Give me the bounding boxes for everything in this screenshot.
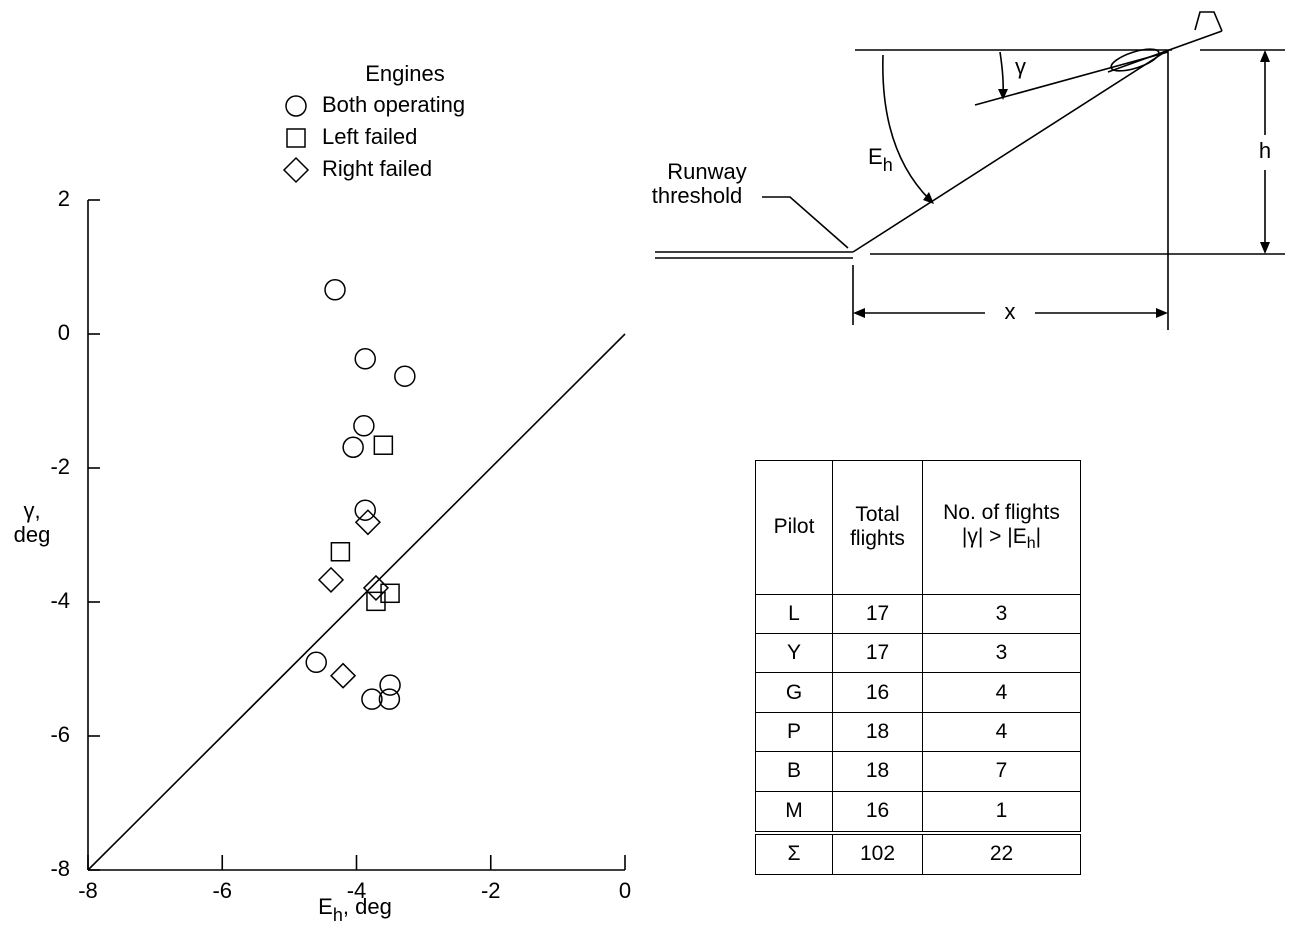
approach-diagram: γ Eh h x Runway threshold bbox=[652, 12, 1285, 330]
circle-marker bbox=[343, 437, 363, 457]
table-cell: 17 bbox=[833, 594, 923, 633]
x-label-main: E bbox=[318, 894, 333, 919]
pilot-table: Pilot Totalflights No. of flights|γ| > |… bbox=[755, 460, 1081, 875]
square-marker bbox=[331, 543, 349, 561]
y-tick-label: -8 bbox=[50, 856, 70, 881]
x-tick-label: -2 bbox=[481, 878, 501, 903]
runway-label: Runway bbox=[667, 159, 746, 184]
sight-line bbox=[853, 50, 1168, 252]
circle-marker bbox=[354, 416, 374, 436]
y-tick-label: -6 bbox=[50, 722, 70, 747]
header-text: | bbox=[1036, 525, 1041, 548]
header-text: flights bbox=[850, 527, 905, 550]
h-label: h bbox=[1259, 138, 1271, 163]
y-tick-label: 0 bbox=[58, 320, 70, 345]
runway-label: threshold bbox=[652, 183, 743, 208]
x-label: x bbox=[1005, 299, 1016, 324]
table-cell: 3 bbox=[923, 594, 1081, 633]
circle-marker bbox=[286, 96, 306, 116]
x-tick-label: -4 bbox=[347, 878, 367, 903]
y-tick-label: -2 bbox=[50, 454, 70, 479]
table-cell: 16 bbox=[833, 791, 923, 833]
header-cell: Pilot bbox=[756, 461, 833, 595]
reference-line bbox=[88, 334, 625, 870]
leader-line bbox=[762, 197, 848, 248]
legend-label: Both operating bbox=[322, 92, 465, 117]
legend-label: Right failed bbox=[322, 156, 432, 181]
table-cell: 7 bbox=[923, 752, 1081, 791]
square-marker bbox=[287, 129, 305, 147]
circle-marker bbox=[355, 349, 375, 369]
x-tick-label: -8 bbox=[78, 878, 98, 903]
header-text: No. of flights bbox=[943, 501, 1060, 524]
diamond-marker bbox=[284, 158, 308, 182]
y-axis-label: deg bbox=[14, 522, 51, 547]
header-text: Total bbox=[855, 503, 899, 526]
table-cell: 22 bbox=[923, 833, 1081, 875]
table-cell: 17 bbox=[833, 634, 923, 673]
x-tick-label: 0 bbox=[619, 878, 631, 903]
table-cell: 18 bbox=[833, 752, 923, 791]
circle-marker bbox=[355, 500, 375, 520]
eh-label: Eh bbox=[868, 144, 893, 175]
table-cell: 3 bbox=[923, 634, 1081, 673]
legend-title: Engines bbox=[365, 61, 445, 86]
legend-label: Left failed bbox=[322, 124, 417, 149]
diamond-marker bbox=[319, 568, 343, 592]
square-marker bbox=[381, 584, 399, 602]
header-sub: h bbox=[1027, 535, 1036, 552]
x-label-sub: h bbox=[333, 905, 343, 925]
eh-arc bbox=[883, 55, 930, 200]
square-marker bbox=[374, 436, 392, 454]
table-cell: P bbox=[756, 712, 833, 751]
circle-marker bbox=[325, 280, 345, 300]
header-cell: No. of flights|γ| > |Eh| bbox=[923, 461, 1081, 595]
x-tick-label: -6 bbox=[212, 878, 232, 903]
header-text: |γ| > |E bbox=[962, 525, 1027, 548]
table-cell: 1 bbox=[923, 791, 1081, 833]
table-cell: L bbox=[756, 594, 833, 633]
y-axis-label: γ, bbox=[23, 498, 40, 523]
eh-sub: h bbox=[883, 155, 893, 175]
table-cell: 4 bbox=[923, 712, 1081, 751]
table-cell: 4 bbox=[923, 673, 1081, 712]
y-tick-label: 2 bbox=[58, 186, 70, 211]
page: {"chart_data": {"type": "scatter", "lege… bbox=[0, 0, 1291, 952]
table-cell: Σ bbox=[756, 833, 833, 875]
table-cell: 16 bbox=[833, 673, 923, 712]
table-cell: 102 bbox=[833, 833, 923, 875]
table-cell: B bbox=[756, 752, 833, 791]
table-cell: G bbox=[756, 673, 833, 712]
eh-main: E bbox=[868, 144, 883, 169]
table-cell: M bbox=[756, 791, 833, 833]
circle-marker bbox=[306, 652, 326, 672]
diamond-marker bbox=[356, 510, 380, 534]
table-cell: Y bbox=[756, 634, 833, 673]
circle-marker bbox=[395, 366, 415, 386]
y-tick-label: -4 bbox=[50, 588, 70, 613]
square-marker bbox=[367, 592, 385, 610]
table-cell: 18 bbox=[833, 712, 923, 751]
gamma-label: γ bbox=[1015, 54, 1026, 79]
diamond-marker bbox=[331, 664, 355, 688]
figure: γ Eh h x Runway threshold Engines Eh, de… bbox=[0, 0, 1291, 952]
